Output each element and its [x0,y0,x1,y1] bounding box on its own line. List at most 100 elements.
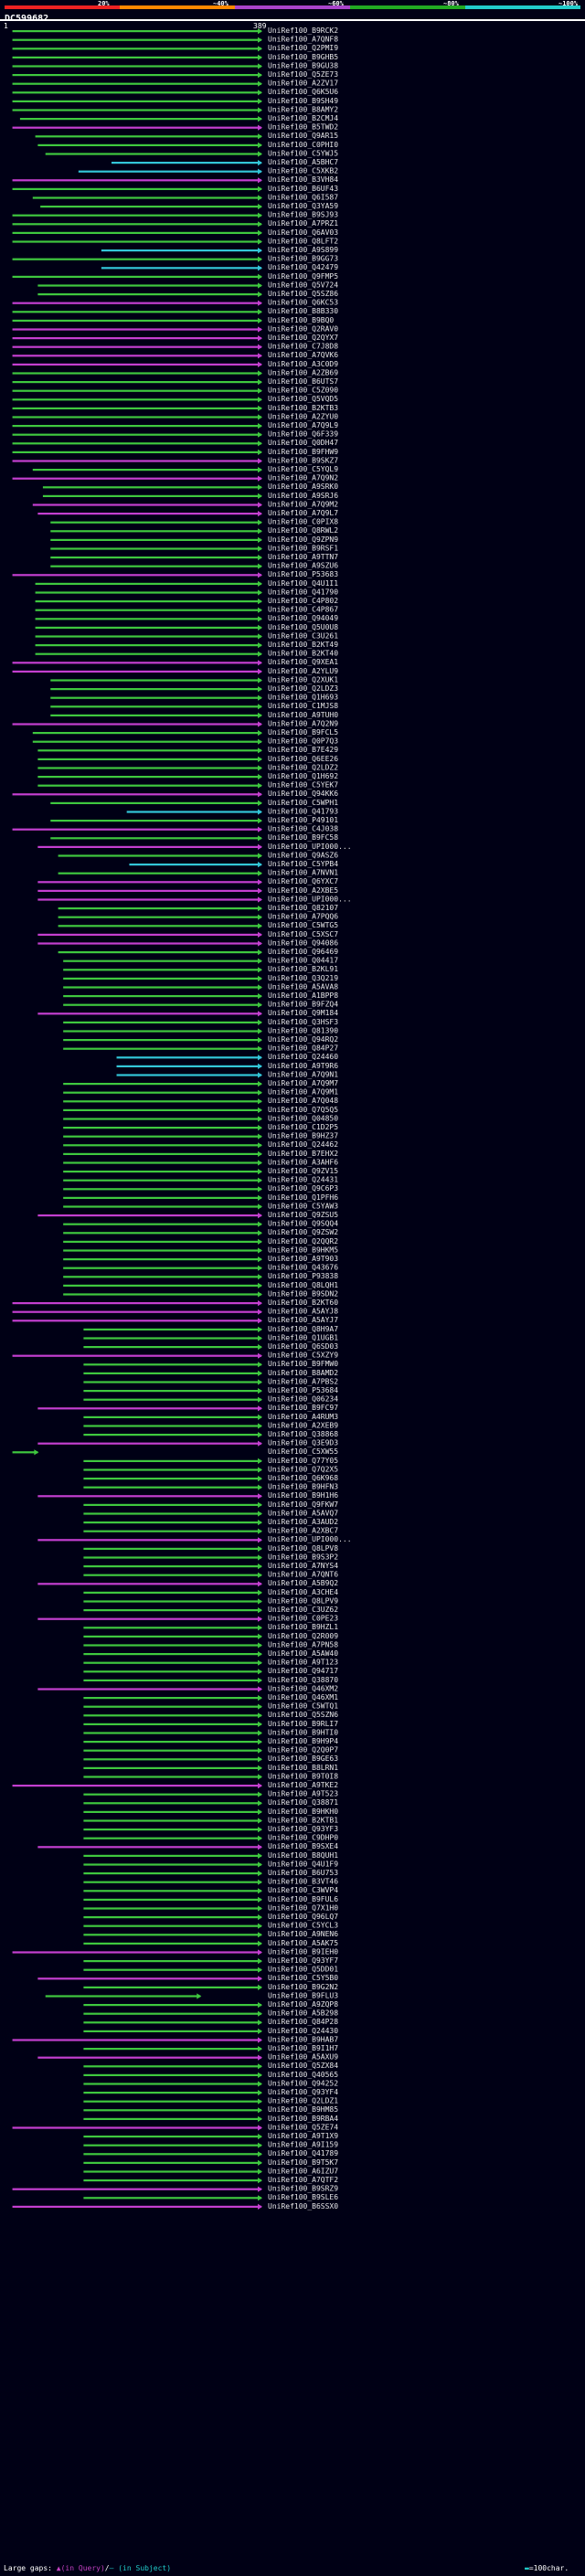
hit-id-link[interactable]: UniRef100_Q82107 [268,904,338,912]
hit-bar[interactable] [83,2012,262,2015]
hit-bar[interactable] [37,767,261,769]
hit-bar[interactable] [63,1249,261,1252]
hit-bar[interactable] [83,1732,262,1734]
hit-row[interactable]: UniRef100_A5BHC7 [111,158,338,166]
hit-id-link[interactable]: UniRef100_B9SXE4 [268,1842,338,1850]
hit-id-link[interactable]: UniRef100_B2KT60 [268,1299,338,1307]
hit-bar[interactable] [37,1495,261,1498]
hit-id-link[interactable]: UniRef100_Q2Q0P7 [268,1746,338,1754]
hit-id-link[interactable]: UniRef100_A9SZU6 [268,562,338,570]
hit-row[interactable]: UniRef100_B9RLI7 [83,1720,338,1728]
hit-id-link[interactable]: UniRef100_B2KT40 [268,650,338,658]
hit-bar[interactable] [12,275,262,278]
hit-id-link[interactable]: UniRef100_UPI000... [268,1535,352,1543]
hit-id-link[interactable]: UniRef100_Q93YF3 [268,1825,338,1833]
hit-row[interactable]: UniRef100_UPI000... [37,843,352,851]
hit-row[interactable]: UniRef100_A2ZV17 [12,80,339,88]
hit-bar[interactable] [116,1074,261,1076]
hit-bar[interactable] [32,732,261,735]
hit-id-link[interactable]: UniRef100_Q24431 [268,1176,338,1184]
hit-row[interactable]: UniRef100_C4P802 [35,597,339,605]
hit-row[interactable]: UniRef100_A9T123 [83,1659,338,1667]
hit-row[interactable]: UniRef100_B9I1H7 [83,2044,338,2052]
hit-row[interactable]: UniRef100_Q2LDZ2 [37,763,338,771]
hit-row[interactable]: UniRef100_Q2Q0P7 [83,1746,338,1754]
hit-row[interactable]: UniRef100_Q38871 [83,1798,338,1807]
hit-row[interactable]: UniRef100_A9SRJ6 [42,492,338,500]
hit-row[interactable]: UniRef100_A7Q9N2 [12,474,339,482]
hit-row[interactable]: UniRef100_A7QTF2 [83,2176,338,2184]
hit-bar[interactable] [63,995,261,998]
hit-bar[interactable] [37,758,261,760]
hit-id-link[interactable]: UniRef100_A7QNF8 [268,36,338,44]
hit-row[interactable]: UniRef100_C5YQL9 [32,465,338,473]
hit-row[interactable]: UniRef100_A2ZB69 [12,368,339,376]
hit-row[interactable]: UniRef100_Q2PMI9 [12,44,339,52]
hit-id-link[interactable]: UniRef100_Q42479 [268,263,338,271]
hit-row[interactable]: UniRef100_A9SZU6 [50,562,338,570]
hit-bar[interactable] [83,2100,262,2103]
hit-row[interactable]: UniRef100_Q94KK6 [12,790,339,798]
hit-id-link[interactable]: UniRef100_C3WVP4 [268,1886,338,1894]
hit-id-link[interactable]: UniRef100_Q46XM1 [268,1693,338,1701]
hit-id-link[interactable]: UniRef100_Q0P7Q3 [268,737,338,746]
hit-bar[interactable] [83,1881,262,1883]
hit-row[interactable]: UniRef100_C5YEK7 [37,781,338,790]
hit-row[interactable]: UniRef100_Q8LQH1 [63,1281,338,1289]
hit-bar[interactable] [83,2170,262,2173]
hit-bar[interactable] [12,311,262,313]
hit-id-link[interactable]: UniRef100_C4P867 [268,606,338,614]
hit-bar[interactable] [35,591,261,594]
hit-row[interactable]: UniRef100_B8AMD2 [83,1369,338,1377]
hit-bar[interactable] [37,1583,261,1585]
hit-id-link[interactable]: UniRef100_Q9SQQ4 [268,1220,338,1228]
hit-id-link[interactable]: UniRef100_A3CHE4 [268,1588,338,1596]
hit-bar[interactable] [101,249,261,252]
hit-bar[interactable] [63,1240,261,1243]
hit-row[interactable]: UniRef100_C1D2P5 [63,1123,338,1131]
hit-id-link[interactable]: UniRef100_B9FCL5 [268,728,338,737]
hit-row[interactable]: UniRef100_B9GE63 [83,1754,338,1763]
hit-row[interactable]: UniRef100_Q5SZN6 [83,1711,338,1719]
hit-bar[interactable] [50,530,262,533]
hit-row[interactable]: UniRef100_Q9ZPN9 [50,535,338,544]
hit-row[interactable]: UniRef100_A7NVN1 [58,869,339,877]
hit-row[interactable]: UniRef100_Q84P28 [83,2018,338,2026]
hit-bar[interactable] [83,1363,262,1366]
hit-id-link[interactable]: UniRef100_A5B9Q2 [268,1579,338,1587]
hit-id-link[interactable]: UniRef100_B9HAB7 [268,2035,338,2043]
hit-row[interactable]: UniRef100_Q42479 [101,263,338,271]
hit-row[interactable]: UniRef100_P53684 [83,1386,338,1394]
hit-bar[interactable] [83,2021,262,2024]
hit-bar[interactable] [83,1829,262,1831]
hit-bar[interactable] [63,986,261,989]
hit-id-link[interactable]: UniRef100_Q43676 [268,1264,338,1272]
hit-row[interactable]: UniRef100_Q84P27 [63,1044,338,1053]
hit-id-link[interactable]: UniRef100_A7Q9L7 [268,509,338,517]
hit-id-link[interactable]: UniRef100_B6U753 [268,1869,338,1877]
hit-id-link[interactable]: UniRef100_Q41789 [268,2149,338,2157]
hit-row[interactable]: UniRef100_Q7Q5Q5 [63,1106,338,1114]
hit-bar[interactable] [37,293,261,296]
hit-id-link[interactable]: UniRef100_B9IEH0 [268,1947,338,1956]
hit-row[interactable]: UniRef100_Q94049 [35,614,339,622]
hit-id-link[interactable]: UniRef100_Q1PFH6 [268,1193,338,1202]
hit-bar[interactable] [83,1574,262,1576]
hit-id-link[interactable]: UniRef100_C5YEK7 [268,781,338,790]
hit-id-link[interactable]: UniRef100_Q1UGB1 [268,1333,338,1341]
hit-id-link[interactable]: UniRef100_A2XEB9 [268,1421,338,1429]
hit-bar[interactable] [32,469,261,472]
hit-row[interactable]: UniRef100_Q6AV03 [12,228,339,237]
hit-bar[interactable] [83,2073,262,2076]
hit-bar[interactable] [12,56,262,58]
hit-bar[interactable] [50,820,262,822]
hit-bar[interactable] [12,2039,262,2041]
hit-bar[interactable] [129,864,261,866]
hit-bar[interactable] [37,881,261,884]
hit-id-link[interactable]: UniRef100_C4J038 [268,825,338,833]
hit-id-link[interactable]: UniRef100_A5AVQ7 [268,1509,338,1517]
hit-id-link[interactable]: UniRef100_Q7Q2X5 [268,1465,338,1473]
hit-row[interactable]: UniRef100_B9FC58 [50,833,338,842]
hit-bar[interactable] [35,626,261,629]
hit-row[interactable]: UniRef100_A3CHE4 [83,1588,338,1596]
